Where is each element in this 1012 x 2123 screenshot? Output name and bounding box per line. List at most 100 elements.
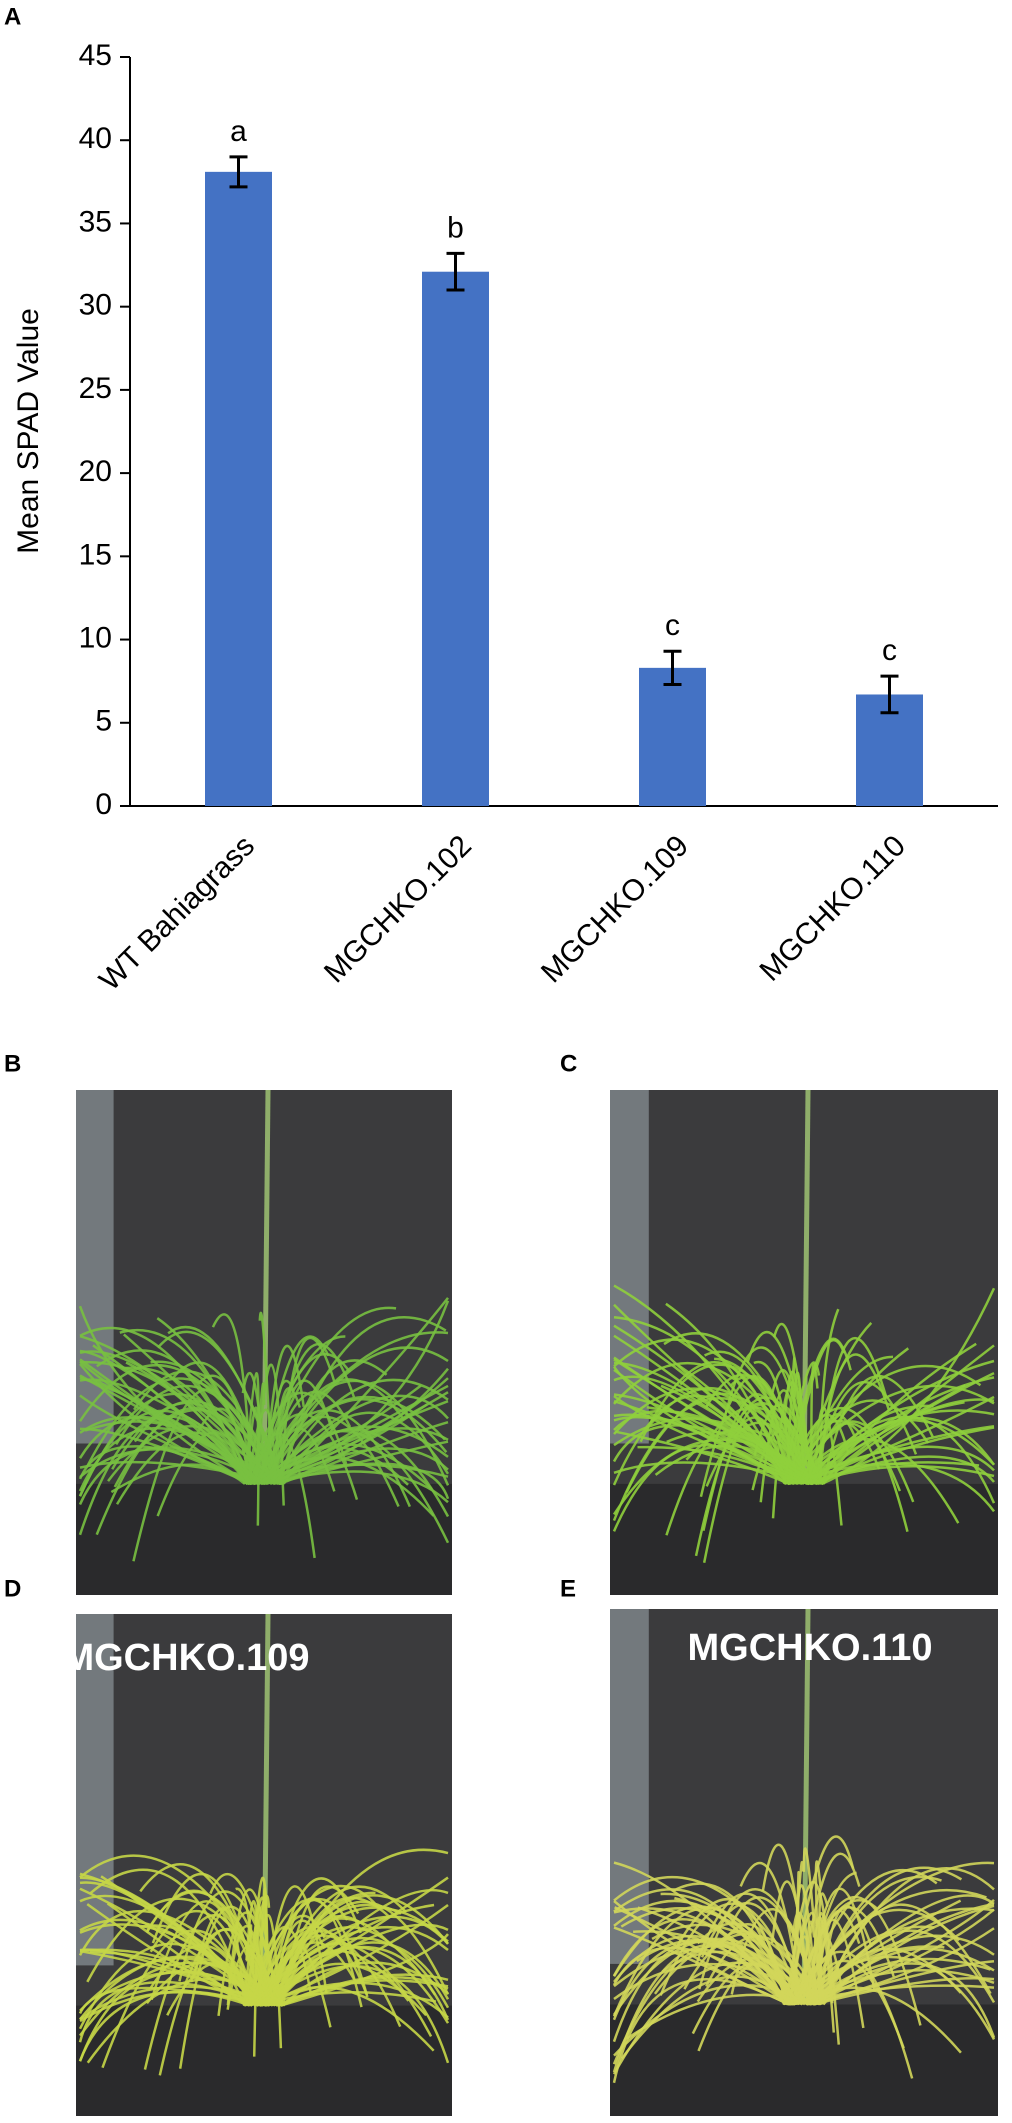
grass-blade xyxy=(812,1959,995,2006)
grass-blade xyxy=(280,1933,449,2007)
y-tick-label: 30 xyxy=(79,289,112,322)
error-bar xyxy=(663,649,682,686)
grass-blade xyxy=(613,1900,791,2006)
grass-blade xyxy=(254,1382,266,1484)
grass-blade xyxy=(167,1325,282,1485)
grass-blade xyxy=(802,1934,995,2006)
flower-stalk xyxy=(261,1613,271,2006)
grass-blade xyxy=(659,1902,802,2005)
y-tick-label: 5 xyxy=(95,705,112,738)
grass-blade xyxy=(277,1316,447,1485)
grass-blade xyxy=(653,1941,786,2005)
grass-blade xyxy=(784,1419,881,1485)
grass-blade xyxy=(612,1906,798,2017)
panel-label: C xyxy=(560,1050,577,1077)
grass-blade xyxy=(79,1378,284,1485)
photo-label: MGCHKO.109 xyxy=(62,1637,309,1679)
grass-blade xyxy=(700,1901,806,2005)
grass-blade xyxy=(273,1378,449,1485)
grass-blade xyxy=(86,1897,285,2007)
grass-blade xyxy=(822,1342,977,1485)
grass-blade xyxy=(806,1887,876,2005)
grass-blade xyxy=(244,1894,271,2006)
photo-label: MGCHKO.102 xyxy=(691,987,938,1029)
flower-stalk xyxy=(801,1608,811,2005)
grass-blade xyxy=(258,1456,435,1517)
grass-blade xyxy=(612,1918,786,2006)
grass-blade xyxy=(806,1866,963,2005)
grass-blade xyxy=(226,1944,276,2010)
y-tick-label: 35 xyxy=(79,205,112,238)
y-tick-label: 20 xyxy=(79,455,112,488)
grass-blade xyxy=(84,1420,254,1485)
x-tick-label: MGCHKO.102 xyxy=(318,829,478,989)
significance-letter: c xyxy=(882,634,897,667)
y-tick-label: 25 xyxy=(79,372,112,405)
error-bar xyxy=(880,674,899,715)
grass-blade xyxy=(272,1941,450,2007)
grass-blade xyxy=(802,1847,822,2005)
panel-label: E xyxy=(560,1575,576,1602)
grass-blade xyxy=(613,1399,813,1486)
grass-blade xyxy=(272,1903,435,2007)
x-tick-label: MGCHKO.110 xyxy=(754,829,913,988)
grass-blade xyxy=(247,1413,359,1500)
photo-floor xyxy=(76,2005,452,2116)
grass-blade xyxy=(141,1924,246,2007)
grass-blade xyxy=(145,1889,272,2006)
grass-blade xyxy=(729,1375,806,1485)
grass-blade xyxy=(613,1984,809,2057)
grass-blade xyxy=(258,1352,351,1485)
photo-window xyxy=(76,1614,114,1966)
panel-label: B xyxy=(4,1050,21,1077)
bar xyxy=(422,271,489,806)
grass-blade xyxy=(772,1322,813,1485)
grass-blade xyxy=(262,1346,449,1485)
photo xyxy=(610,1089,998,1595)
y-tick-label: 0 xyxy=(95,788,112,821)
grass-blade xyxy=(78,1426,264,1492)
y-axis-label: Mean SPAD Value xyxy=(12,308,45,554)
grass-blade xyxy=(786,1337,852,1485)
grass-blade xyxy=(249,1898,349,2006)
grass-blade xyxy=(797,1347,910,1485)
photo-floor xyxy=(610,1483,998,1595)
grass-blade xyxy=(277,1367,449,1486)
grass-blade xyxy=(265,1398,448,1485)
grass-blade xyxy=(646,1406,823,1485)
significance-letter: b xyxy=(447,211,464,244)
x-tick-label: WT Bahiagrass xyxy=(93,829,261,997)
grass-blade xyxy=(816,1426,995,1486)
y-tick-label: 10 xyxy=(79,621,112,654)
photo xyxy=(76,1613,452,2116)
flower-stalk xyxy=(261,1089,271,1484)
grass-blade xyxy=(245,1391,348,1485)
grass-blade xyxy=(150,1360,280,1485)
grass-blade xyxy=(794,1871,800,2005)
grass-blade xyxy=(262,1891,376,2007)
grass-blade xyxy=(677,1363,793,1485)
grass-blade xyxy=(79,1360,250,1485)
y-tick-label: 15 xyxy=(79,538,112,571)
grass-blade xyxy=(255,1379,450,1486)
grass-blade xyxy=(787,1462,996,1513)
photo xyxy=(610,1608,998,2116)
panel-label: D xyxy=(4,1575,21,1602)
grass-blade xyxy=(259,1335,330,1485)
grass-blade xyxy=(787,1955,996,2041)
y-tick-label: 40 xyxy=(79,122,112,155)
grass-blade xyxy=(818,1404,934,1485)
grass-blade xyxy=(801,1416,996,1485)
error-bar xyxy=(446,251,465,292)
grass-blade xyxy=(265,1378,406,1485)
grass-blade xyxy=(79,1887,270,2007)
panel-label: A xyxy=(4,3,21,30)
grass-blade xyxy=(783,1361,821,1485)
y-tick-label: 45 xyxy=(79,39,112,72)
grass-blade xyxy=(816,1344,995,1485)
grass-blade xyxy=(245,1900,262,2006)
grass-blade xyxy=(612,1944,801,2065)
photo-label: WT xyxy=(374,987,433,1029)
grass-blade xyxy=(269,1447,449,1486)
